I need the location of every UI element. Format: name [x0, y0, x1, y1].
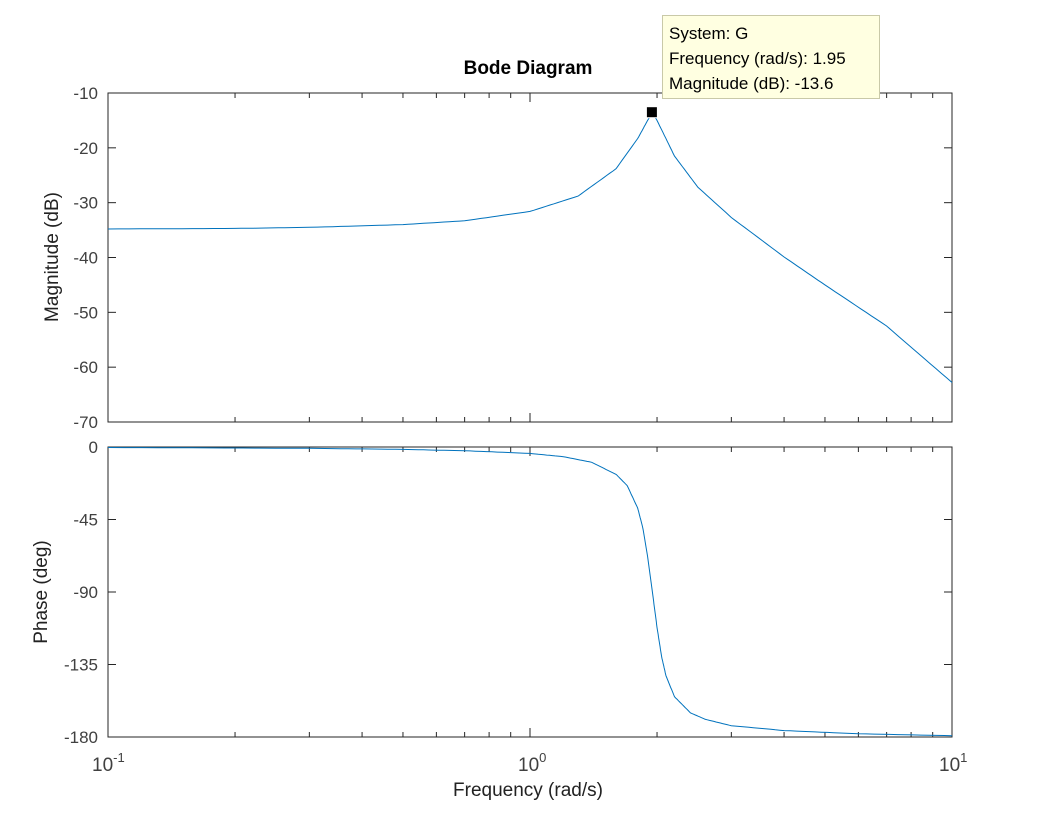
- phase-panel[interactable]: 0 -45 -90 -135 -180 Phase (deg): [31, 438, 953, 747]
- magnitude-axes-box: [107, 92, 953, 423]
- y-tick-label: 0: [89, 438, 98, 457]
- x-tick-label-1e0: 100: [518, 750, 546, 776]
- datatip-system: System: G: [669, 24, 749, 43]
- phase-axes-box: [107, 446, 953, 738]
- datatip-box[interactable]: System: G Frequency (rad/s): 1.95 Magnit…: [662, 15, 880, 99]
- phase-y-ticks: [108, 446, 952, 738]
- y-tick-label: -45: [73, 511, 98, 530]
- phase-y-tick-labels: 0 -45 -90 -135 -180: [64, 438, 98, 747]
- y-tick-label: -180: [64, 728, 98, 747]
- x-tick-base: 10: [518, 755, 539, 776]
- x-tick-exponent: 1: [960, 750, 967, 765]
- y-tick-label: -90: [73, 583, 98, 602]
- y-tick-label: -60: [73, 358, 98, 377]
- x-tick-label-1e1: 101: [939, 750, 967, 776]
- x-tick-exponent: -1: [113, 750, 125, 765]
- datatip-marker[interactable]: [645, 106, 658, 119]
- datatip-frequency: Frequency (rad/s): 1.95: [669, 49, 846, 68]
- x-axis-label: Frequency (rad/s): [453, 780, 603, 801]
- x-tick-base: 10: [92, 755, 113, 776]
- x-tick-labels: 10-1 100 101: [92, 750, 967, 776]
- y-tick-label: -135: [64, 656, 98, 675]
- y-tick-label: -30: [73, 194, 98, 213]
- y-tick-label: -40: [73, 249, 98, 268]
- magnitude-series-line: [107, 111, 953, 383]
- datatip-magnitude: Magnitude (dB): -13.6: [669, 74, 834, 93]
- magnitude-y-tick-labels: -10 -20 -30 -40 -50 -60 -70: [73, 84, 98, 432]
- y-tick-label: -70: [73, 413, 98, 432]
- chart-title: Bode Diagram: [464, 58, 593, 79]
- magnitude-y-ticks: [108, 92, 952, 423]
- y-tick-label: -20: [73, 139, 98, 158]
- y-tick-label: -50: [73, 303, 98, 322]
- x-tick-exponent: 0: [539, 750, 546, 765]
- x-tick-base: 10: [939, 755, 960, 776]
- phase-y-axis-label: Phase (deg): [31, 540, 52, 644]
- x-tick-label-1e-1: 10-1: [92, 750, 125, 776]
- magnitude-y-axis-label: Magnitude (dB): [42, 192, 63, 322]
- y-tick-label: -10: [73, 84, 98, 103]
- magnitude-panel[interactable]: -10 -20 -30 -40 -50 -60 -70 Magnitude (dB): [42, 84, 953, 432]
- phase-series-line: [107, 447, 953, 737]
